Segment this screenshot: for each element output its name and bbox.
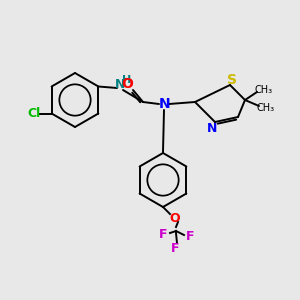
Text: H: H [122,75,132,85]
Text: N: N [207,122,217,134]
Text: N: N [115,79,125,92]
Text: CH₃: CH₃ [257,103,275,113]
Text: S: S [227,73,237,87]
Text: F: F [159,229,167,242]
Text: O: O [170,212,180,224]
Text: O: O [121,77,133,91]
Text: N: N [159,97,171,111]
Text: F: F [171,242,179,256]
Text: F: F [186,230,194,244]
Text: Cl: Cl [27,107,40,120]
Text: CH₃: CH₃ [255,85,273,95]
